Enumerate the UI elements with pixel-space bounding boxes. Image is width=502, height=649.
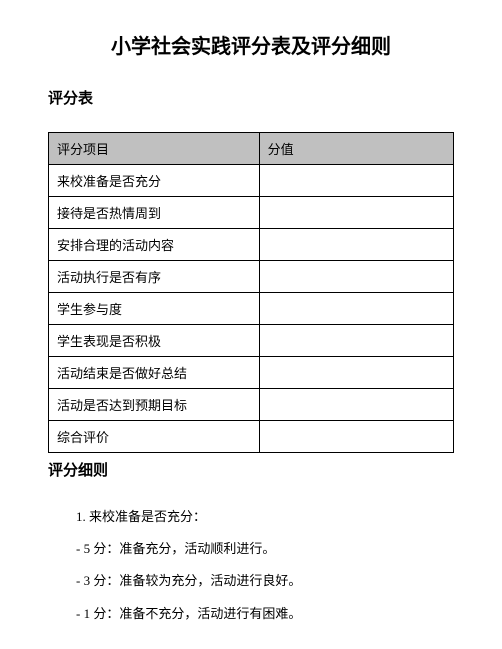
cell-item: 学生表现是否积极 [49,325,260,357]
detail-item-title: 1. 来校准备是否充分： [76,508,454,526]
score-table: 评分项目 分值 来校准备是否充分 接待是否热情周到 安排合理的活动内容 活动执行… [48,132,454,453]
cell-score [259,293,453,325]
detail-score-3: - 3 分：准备较为充分，活动进行良好。 [76,572,454,590]
cell-item: 学生参与度 [49,293,260,325]
detail-score-1: - 1 分：准备不充分，活动进行有困难。 [76,605,454,623]
cell-item: 接待是否热情周到 [49,197,260,229]
cell-score [259,197,453,229]
header-score: 分值 [259,133,453,165]
table-row: 活动结束是否做好总结 [49,357,454,389]
main-title: 小学社会实践评分表及评分细则 [48,30,454,59]
section-title-details: 评分细则 [48,459,454,480]
cell-score [259,357,453,389]
cell-score [259,165,453,197]
detail-list: 1. 来校准备是否充分： - 5 分：准备充分，活动顺利进行。 - 3 分：准备… [48,508,454,623]
cell-item: 活动是否达到预期目标 [49,389,260,421]
cell-score [259,389,453,421]
table-row: 学生表现是否积极 [49,325,454,357]
table-row: 接待是否热情周到 [49,197,454,229]
table-row: 活动执行是否有序 [49,261,454,293]
table-row: 来校准备是否充分 [49,165,454,197]
section-title-table: 评分表 [48,87,454,108]
table-row: 安排合理的活动内容 [49,229,454,261]
detail-score-5: - 5 分：准备充分，活动顺利进行。 [76,540,454,558]
cell-item: 来校准备是否充分 [49,165,260,197]
cell-score [259,261,453,293]
cell-item: 综合评价 [49,421,260,453]
header-item: 评分项目 [49,133,260,165]
table-row: 综合评价 [49,421,454,453]
table-row: 活动是否达到预期目标 [49,389,454,421]
cell-score [259,229,453,261]
cell-item: 安排合理的活动内容 [49,229,260,261]
table-row: 学生参与度 [49,293,454,325]
cell-score [259,421,453,453]
table-header-row: 评分项目 分值 [49,133,454,165]
cell-item: 活动结束是否做好总结 [49,357,260,389]
cell-item: 活动执行是否有序 [49,261,260,293]
cell-score [259,325,453,357]
